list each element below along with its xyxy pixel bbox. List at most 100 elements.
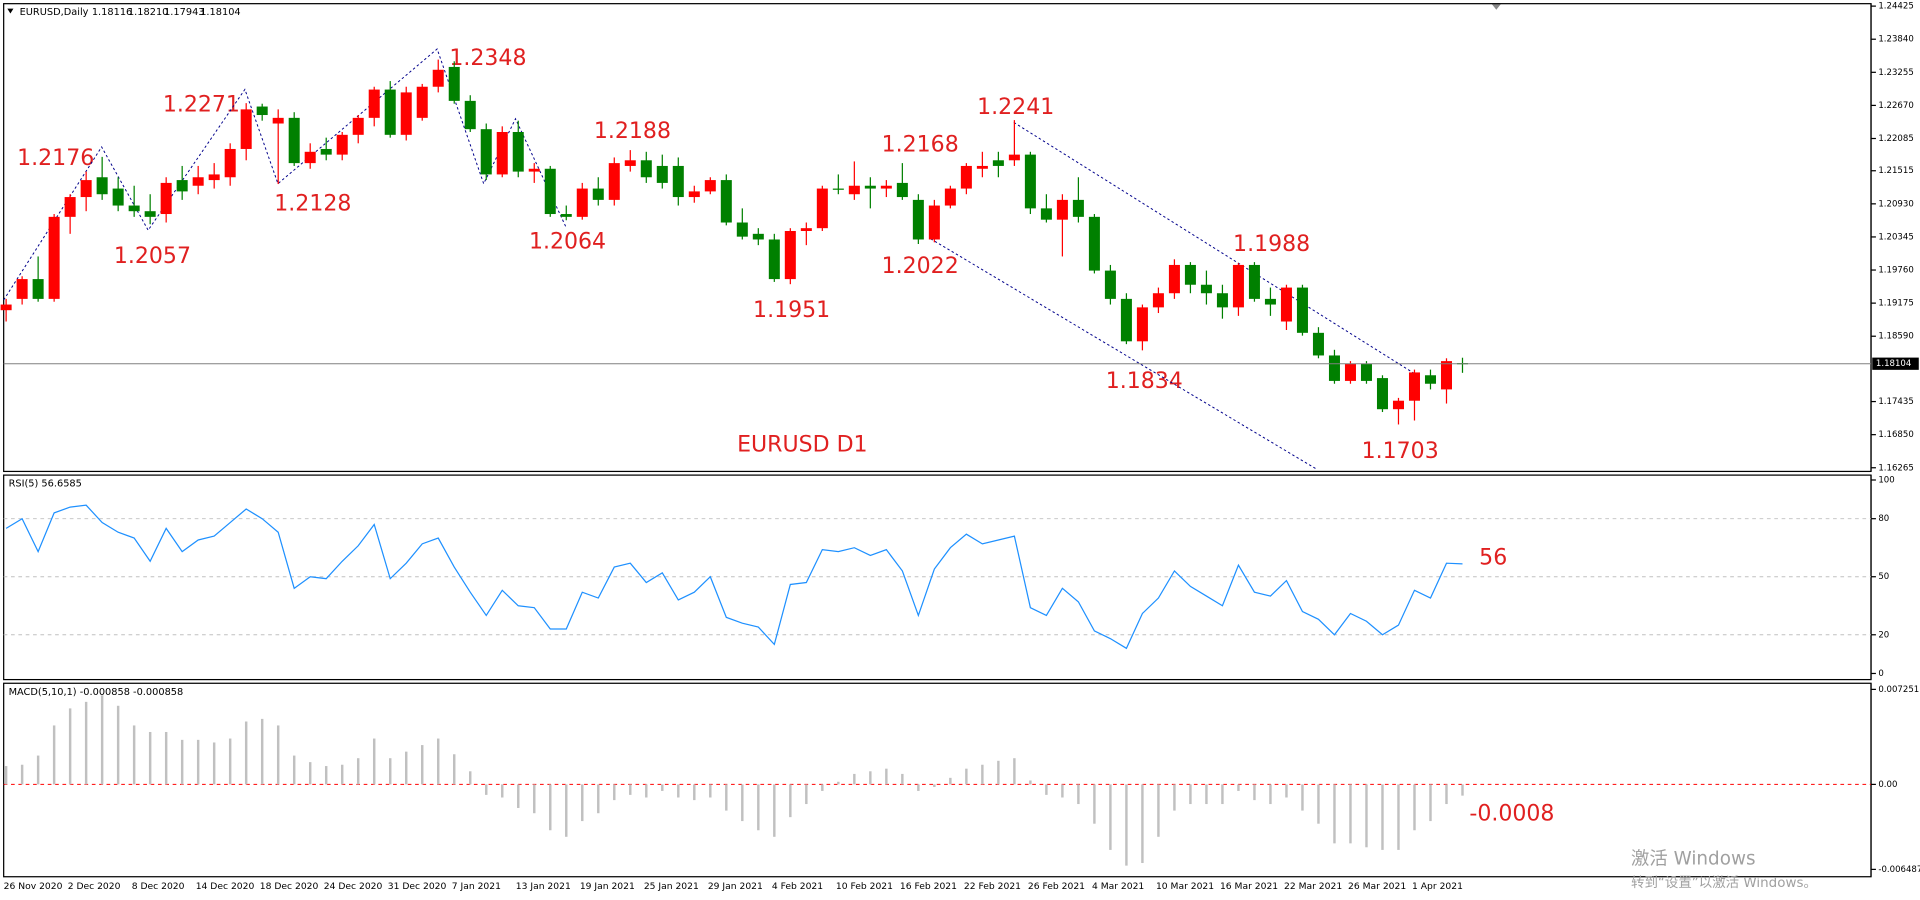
macd-bar — [1205, 784, 1208, 805]
candle-body — [1312, 332, 1324, 356]
candle-body — [1408, 372, 1420, 401]
y-tick-label: 1.20345 — [1878, 232, 1913, 242]
y-tick-label: 80 — [1878, 514, 1889, 524]
macd-bar — [276, 725, 280, 785]
candle-body — [1296, 287, 1308, 333]
candle-body — [512, 131, 524, 172]
candle-body — [1152, 293, 1164, 308]
macd-bar — [949, 777, 952, 785]
macd-bar — [1381, 784, 1384, 850]
y-tick-label: 1.23255 — [1878, 68, 1913, 78]
macd-bar — [597, 784, 600, 814]
candle-body — [1360, 363, 1372, 381]
annotation: 1.1988 — [1233, 232, 1310, 257]
menu-arrow[interactable] — [7, 8, 14, 14]
macd-bar — [1173, 784, 1176, 811]
macd-bar — [789, 784, 792, 818]
candle-body — [176, 180, 188, 192]
macd-bar — [645, 784, 648, 798]
x-tick-label: 16 Feb 2021 — [900, 881, 957, 892]
macd-bar — [212, 742, 216, 785]
candle-body — [848, 185, 860, 195]
candle-body — [1440, 361, 1452, 390]
candle-body — [240, 109, 252, 149]
macd-bar — [773, 784, 776, 837]
macd-bar — [613, 784, 616, 801]
annotation: 1.1703 — [1362, 439, 1439, 464]
candle-body — [112, 188, 124, 206]
candle-body — [576, 188, 588, 217]
macd-bar — [885, 768, 888, 785]
macd-bar — [405, 751, 408, 785]
candle-body — [288, 117, 300, 164]
annotation: 1.2022 — [882, 254, 959, 279]
candle-body — [1024, 154, 1036, 209]
candle-body — [944, 188, 956, 206]
x-tick-label: 18 Dec 2020 — [260, 881, 319, 892]
macd-bar — [1333, 784, 1336, 844]
candle-body — [160, 182, 172, 215]
macd-bar — [837, 781, 840, 785]
macd-bar — [324, 766, 328, 785]
candle-body — [448, 66, 460, 101]
x-tick-label: 7 Jan 2021 — [452, 881, 501, 892]
macd-bar — [757, 784, 760, 831]
candle-body — [64, 197, 76, 217]
annotation: 1.2168 — [882, 133, 959, 158]
macd-bar — [100, 695, 104, 785]
macd-bar — [1269, 784, 1272, 805]
candle-body — [336, 134, 348, 155]
macd-bar — [244, 721, 248, 785]
macd-bar — [501, 784, 504, 798]
y-tick-label: 1.23840 — [1878, 35, 1913, 45]
candle-body — [768, 239, 780, 280]
candle-body — [912, 199, 924, 240]
macd-bar — [308, 762, 312, 785]
candle-body — [48, 216, 60, 299]
y-tick-label: -0.006487 — [1878, 865, 1920, 875]
annotation: -0.0008 — [1469, 801, 1554, 826]
annotation: 1.2348 — [449, 46, 526, 71]
candle-body — [96, 177, 108, 195]
candle-body — [752, 233, 764, 240]
y-tick-label: 1.19175 — [1878, 299, 1913, 309]
y-tick-label: 0 — [1878, 669, 1883, 679]
x-tick-label: 13 Jan 2021 — [516, 881, 571, 892]
candle-body — [1136, 307, 1148, 342]
y-tick-label: 1.22670 — [1878, 101, 1913, 111]
macd-bar — [1013, 758, 1016, 785]
candle-body — [1264, 298, 1276, 305]
macd-bar — [629, 784, 632, 795]
y-tick-label: 1.22085 — [1878, 134, 1913, 144]
y-tick-label: 1.21515 — [1878, 166, 1913, 176]
macd-bar — [1253, 784, 1256, 801]
annotation: 1.2064 — [529, 229, 606, 254]
candle-body — [432, 69, 444, 87]
candle-body — [128, 205, 140, 212]
macd-bar — [469, 771, 472, 785]
macd-bar — [116, 705, 120, 785]
candle-body — [704, 180, 716, 192]
macd-bar — [1109, 784, 1112, 850]
x-tick-label: 14 Dec 2020 — [196, 881, 255, 892]
candle-body — [1056, 199, 1068, 220]
macd-bar — [1413, 784, 1416, 831]
indicator-title: EURUSD,Daily — [20, 7, 89, 18]
annotation: 56 — [1479, 545, 1507, 570]
x-tick-label: 22 Mar 2021 — [1284, 881, 1342, 892]
candle-body — [1248, 264, 1260, 299]
candle-body — [656, 165, 668, 183]
macd-bar — [52, 725, 56, 785]
y-tick-label: 1.16850 — [1878, 430, 1913, 440]
macd-bar — [4, 766, 8, 785]
candle-body — [368, 89, 380, 118]
candle-body — [736, 222, 748, 237]
macd-bar — [1461, 784, 1464, 796]
indicator-title: MACD(5,10,1) -0.000858 -0.000858 — [9, 687, 184, 698]
macd-bar — [1317, 784, 1320, 824]
macd-bar — [533, 784, 536, 814]
candle-body — [1232, 264, 1244, 308]
macd-bar — [68, 708, 72, 785]
x-tick-label: 10 Feb 2021 — [836, 881, 893, 892]
